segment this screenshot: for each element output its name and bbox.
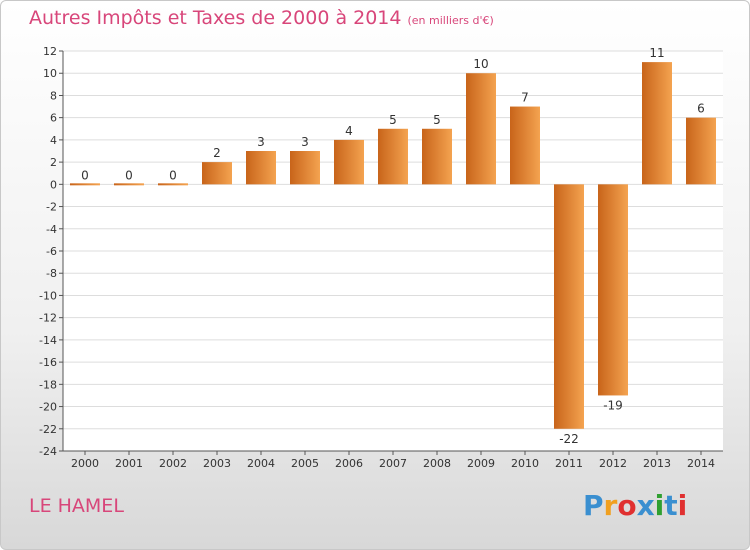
x-tick-label: 2005 xyxy=(291,457,319,470)
x-tick-label: 2007 xyxy=(379,457,407,470)
value-label-2013: 11 xyxy=(649,46,664,60)
bar-2006 xyxy=(334,139,364,185)
x-tick-label: 2006 xyxy=(335,457,363,470)
bar-2004 xyxy=(246,151,276,185)
y-tick-label: -20 xyxy=(39,401,57,414)
x-tick-label: 2013 xyxy=(643,457,671,470)
logo-letter: r xyxy=(603,489,618,522)
value-label-2000: 0 xyxy=(81,168,89,182)
y-tick-label: 4 xyxy=(50,134,57,147)
axes: 12 10 8 6 4 2 0 -2 -4 -6 -8 -10 -12 -14 -16 -18 -20 -22 -2… xyxy=(39,45,723,470)
bar-2001 xyxy=(114,183,144,186)
value-label-2006: 4 xyxy=(345,124,353,138)
y-tick-label: 10 xyxy=(43,67,57,80)
bar-2003 xyxy=(202,162,232,185)
x-tick-label: 2009 xyxy=(467,457,495,470)
logo-letter: x xyxy=(636,489,655,522)
x-tick-label: 2002 xyxy=(159,457,187,470)
logo-letter: i xyxy=(654,489,665,522)
x-tick-label: 2000 xyxy=(71,457,99,470)
value-label-2007: 5 xyxy=(389,113,397,127)
bar-2014 xyxy=(686,117,716,185)
logo-letter: t xyxy=(664,489,678,522)
y-tick-label: -6 xyxy=(46,245,57,258)
x-tick-label: 2004 xyxy=(247,457,275,470)
y-tick-label: 8 xyxy=(50,89,57,102)
x-tick-label: 2001 xyxy=(115,457,143,470)
bar-2000 xyxy=(70,183,100,186)
place-name: LE HAMEL xyxy=(29,495,124,517)
y-tick-label: -10 xyxy=(39,289,57,302)
bar-2010 xyxy=(510,106,540,185)
logo-letter: o xyxy=(617,489,637,522)
value-label-2002: 0 xyxy=(169,168,177,182)
bar-2005 xyxy=(290,151,320,185)
x-tick-label: 2010 xyxy=(511,457,539,470)
bar-2009 xyxy=(466,73,496,185)
y-tick-label: 6 xyxy=(50,112,57,125)
y-tick-label: 0 xyxy=(50,178,57,191)
proxiti-logo: Proxiti xyxy=(583,489,687,522)
y-tick-label: -2 xyxy=(46,201,57,214)
chart-title: Autres Impôts et Taxes de 2000 à 2014 (en… xyxy=(29,7,494,29)
bar-2013 xyxy=(642,62,672,185)
y-tick-label: -14 xyxy=(39,334,57,347)
value-label-2012: -19 xyxy=(603,398,623,412)
chart-subtitle: (en milliers d'€) xyxy=(407,14,494,27)
y-tick-label: -18 xyxy=(39,378,57,391)
logo-letter: i xyxy=(677,489,688,522)
value-label-2001: 0 xyxy=(125,168,133,182)
bar-2011 xyxy=(554,184,584,429)
value-label-2009: 10 xyxy=(473,57,488,71)
y-tick-label: -24 xyxy=(39,445,57,458)
bars xyxy=(70,62,716,429)
value-label-2010: 7 xyxy=(521,91,529,105)
y-tick-label: -8 xyxy=(46,267,57,280)
value-label-2011: -22 xyxy=(559,432,579,446)
x-tick-label: 2014 xyxy=(687,457,715,470)
y-tick-label: 2 xyxy=(50,156,57,169)
y-tick-label: -4 xyxy=(46,223,57,236)
data-labels: 0 0 0 2 3 3 4 5 5 10 7 -22 -19 11 6 xyxy=(81,46,705,446)
value-label-2003: 2 xyxy=(213,146,221,160)
chart-title-text: Autres Impôts et Taxes de 2000 à 2014 xyxy=(29,7,402,29)
y-tick-label: -12 xyxy=(39,312,57,325)
bar-2007 xyxy=(378,128,408,185)
bar-2008 xyxy=(422,128,452,185)
bar-2002 xyxy=(158,183,188,186)
y-tick-label: -22 xyxy=(39,423,57,436)
x-tick-label: 2011 xyxy=(555,457,583,470)
x-tick-label: 2003 xyxy=(203,457,231,470)
logo-letter: P xyxy=(583,489,604,522)
value-label-2005: 3 xyxy=(301,135,309,149)
value-label-2008: 5 xyxy=(433,113,441,127)
y-tick-label: -16 xyxy=(39,356,57,369)
x-tick-label: 2012 xyxy=(599,457,627,470)
bar-2012 xyxy=(598,184,628,396)
y-tick-label: 12 xyxy=(43,45,57,58)
value-label-2014: 6 xyxy=(697,102,705,116)
value-label-2004: 3 xyxy=(257,135,265,149)
x-tick-label: 2008 xyxy=(423,457,451,470)
